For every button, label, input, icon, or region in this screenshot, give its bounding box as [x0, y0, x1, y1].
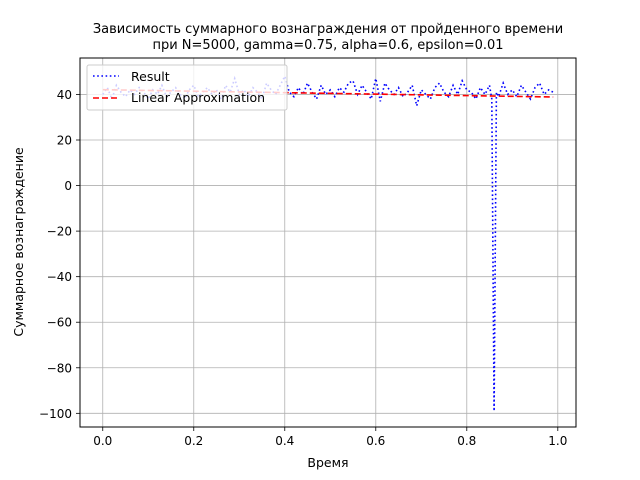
x-tick-label: 0.2 [184, 434, 203, 448]
y-tick-label: −20 [47, 225, 72, 239]
y-tick-label: −100 [39, 407, 72, 421]
y-tick-label: 20 [57, 134, 72, 148]
x-tick-label: 0.6 [366, 434, 385, 448]
series-line-result [102, 74, 554, 412]
y-tick-label: −60 [47, 316, 72, 330]
x-tick-label: 1.0 [548, 434, 567, 448]
x-tick-label: 0.0 [93, 434, 112, 448]
x-axis-label: Время [307, 455, 348, 470]
grid [80, 58, 576, 427]
y-axis-label: Суммарное вознаграждение [11, 147, 26, 337]
plot-frame [79, 57, 577, 428]
legend-box [86, 64, 288, 111]
chart-title: Зависимость суммарного вознаграждения от… [93, 22, 563, 37]
y-tick-label: 40 [57, 88, 72, 102]
axis-ticks: 0.0 0.2 0.4 0.6 0.8 1.0 −100 −80 −60 −40 −20 0 20 40 [39, 88, 567, 448]
x-tick-label: 0.8 [457, 434, 476, 448]
x-tick-label: 0.4 [275, 434, 294, 448]
legend: Result Linear Approximation [86, 64, 288, 111]
chart-subtitle: при N=5000, gamma=0.75, alpha=0.6, epsil… [152, 38, 503, 53]
y-tick-label: −80 [47, 361, 72, 375]
y-tick-label: 0 [64, 179, 72, 193]
legend-label-result: Result [131, 69, 170, 84]
y-tick-label: −40 [47, 270, 72, 284]
legend-label-linear-approximation: Linear Approximation [131, 90, 265, 105]
plot-series [102, 74, 554, 412]
